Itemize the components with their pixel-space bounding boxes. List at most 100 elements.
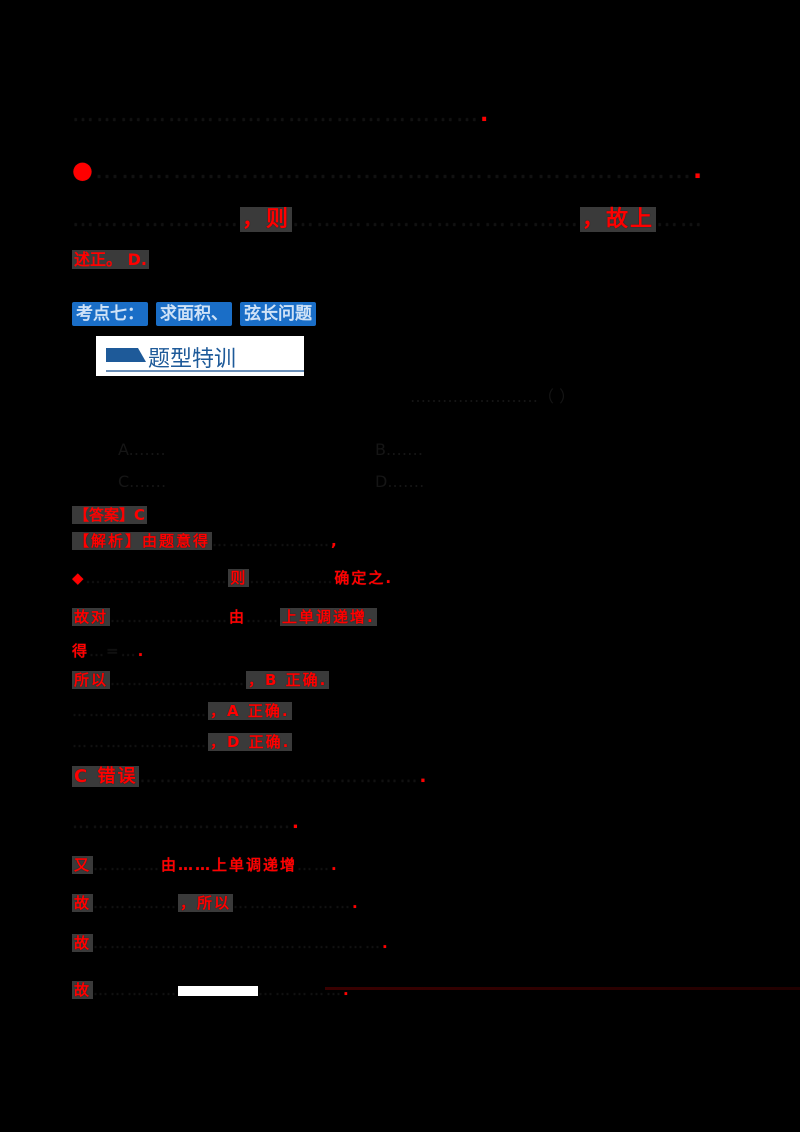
row-text: …………………………… <box>72 812 292 833</box>
option-label: D. <box>375 472 393 491</box>
row-text: ………………… <box>110 608 230 626</box>
red-keyword: . <box>137 642 146 660</box>
option-a: A.…… <box>118 440 166 459</box>
row-prefix: 故 <box>72 934 94 952</box>
row-text: …………………………………………… <box>93 934 383 952</box>
question-text: …………………………………………………………… <box>94 156 693 184</box>
option-value: …… <box>392 472 425 491</box>
red-keyword: . <box>419 766 429 787</box>
analysis-row: 故对 …………………由…… 上单调递增. <box>72 602 377 632</box>
text-segment: ……………………………… <box>292 207 581 232</box>
red-keyword: ，故上 <box>580 207 657 232</box>
verdict-b: ，B 正确. <box>246 671 330 689</box>
red-keyword: . <box>352 894 360 912</box>
red-keyword: . <box>343 981 351 999</box>
red-underline <box>325 987 800 990</box>
analysis-row: 故…………… ，所以…………………. <box>72 888 360 918</box>
row-text: …………… <box>93 981 179 999</box>
verdict-c: C 错误 <box>72 766 140 787</box>
option-label: A. <box>118 440 134 459</box>
red-keyword: . <box>292 812 301 833</box>
row-text: …=… <box>89 642 138 660</box>
analysis-row: …………………… ，D 正确. <box>72 727 293 757</box>
analysis-label: 【解析】由题意得 <box>72 532 213 550</box>
row-text: …………………… <box>110 671 247 689</box>
red-keyword: 由……上单调递增 <box>161 856 298 874</box>
row-text: …………… <box>249 569 335 587</box>
analysis-row: 故……………………………………………. <box>72 928 390 958</box>
red-keyword: 确定之. <box>334 569 394 587</box>
banner-rule <box>106 370 304 372</box>
analysis-row: 故…………………………. <box>72 975 351 1005</box>
banner-title: 题型特训 <box>148 347 237 372</box>
row-text: …………………… <box>72 733 208 751</box>
answer-label: 【答案】C <box>72 506 148 524</box>
title-text: …………………………………………… <box>72 102 480 127</box>
row-prefix: 所以 <box>72 671 111 689</box>
verdict-a: ，A 正确. <box>208 702 292 720</box>
option-b: B.…… <box>375 440 423 459</box>
row-prefix: 得 <box>72 642 90 660</box>
red-keyword: . <box>382 934 390 952</box>
question-line-3: 述正。 D. <box>72 245 149 275</box>
fraction-bar <box>178 985 259 996</box>
red-keyword: 则 <box>228 569 250 587</box>
row-text: …………………… <box>72 702 208 720</box>
heading-chip-3: 弦长问题 <box>240 302 316 326</box>
row-text: ………… <box>93 856 162 874</box>
analysis-row: C 错误……………………………………. <box>72 762 428 792</box>
analysis-row: …………………… ，A 正确. <box>72 696 292 726</box>
row-text: …………… <box>93 894 179 912</box>
analysis-row: 得…=…. <box>72 636 145 666</box>
option-value: …… <box>133 440 166 459</box>
text-segment: ………………… <box>72 207 240 232</box>
verdict-d: ，D 正确. <box>208 733 293 751</box>
analysis-line: 【解析】由题意得…………………, <box>72 532 339 550</box>
row-prefix: 故 <box>72 981 94 999</box>
section-heading: 考点七： 求面积、 弦长问题 <box>72 302 316 326</box>
answer-line: 【答案】C <box>72 500 148 530</box>
row-text: …… <box>246 608 281 626</box>
row-prefix: 故 <box>72 894 94 912</box>
row-prefix: 又 <box>72 856 94 874</box>
title-line: ……………………………………………. <box>72 100 490 130</box>
answer-label-text: 【答案】 <box>74 506 135 524</box>
red-keyword: ，则 <box>240 207 293 232</box>
option-label: C. <box>118 472 135 491</box>
line-marker: . <box>692 156 705 184</box>
option-d: D.…… <box>375 472 424 491</box>
pin-icon: 考点七： <box>72 302 148 326</box>
diamond-icon: ◆ <box>72 569 86 587</box>
question-stem: ……………………（ ） <box>410 387 576 406</box>
practice-banner: 题型特训 <box>96 336 304 376</box>
analysis-row: 又 …………由……上单调递增……. <box>72 850 339 880</box>
option-value: …… <box>134 472 167 491</box>
question-line-2: …………………，则………………………………，故上…… <box>72 205 704 235</box>
heading-chip-text: 弦长问题 <box>244 304 312 324</box>
row-text: ……………… …… <box>85 569 229 587</box>
row-text: …… <box>297 856 332 874</box>
heading-chip-text: 求面积、 <box>160 304 228 324</box>
red-keyword: 由 <box>229 608 247 626</box>
analysis-row: ◆……………… …… 则 ……………确定之. <box>72 563 393 593</box>
option-c: C.…… <box>118 472 166 491</box>
text-segment: …… <box>656 207 705 232</box>
analysis-row: ……………………………. <box>72 808 301 838</box>
red-keyword: ，所以 <box>178 894 234 912</box>
bullet-icon: ● <box>72 156 95 184</box>
heading-chip: 考点七： <box>76 304 144 324</box>
option-label: B. <box>375 440 392 459</box>
heading-chip-2: 求面积、 <box>156 302 232 326</box>
answer-value: C <box>134 506 146 524</box>
row-text: …………………………………… <box>139 766 420 787</box>
row-text: ………………… <box>233 894 353 912</box>
banner-bar-icon <box>106 348 146 362</box>
red-keyword: 述正。 D. <box>72 250 149 269</box>
question-line-1: ●……………………………………………………………. <box>72 155 704 185</box>
title-marker: . <box>480 102 491 127</box>
row-prefix: 故对 <box>72 608 111 626</box>
analysis-row: 所以…………………… ，B 正确. <box>72 665 330 695</box>
row-text: …………… <box>258 981 344 999</box>
red-keyword: . <box>331 856 339 874</box>
red-keyword: 上单调递增. <box>280 608 377 626</box>
